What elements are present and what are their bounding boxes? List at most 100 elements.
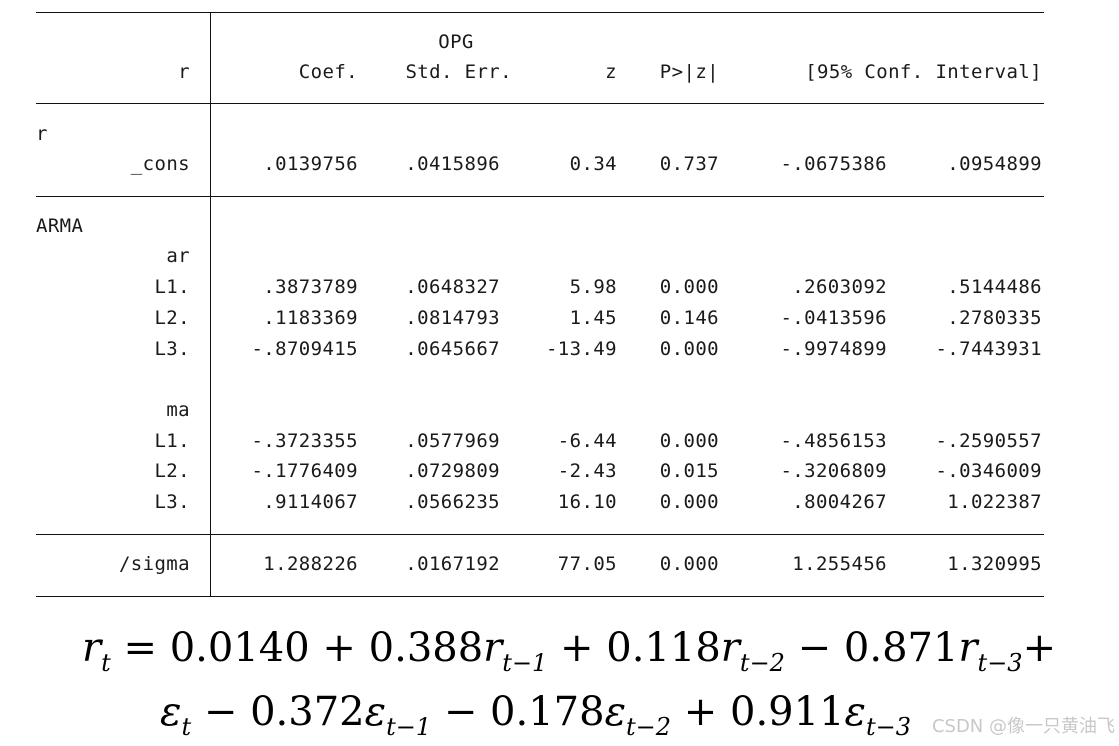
header-coef: Coef. xyxy=(298,61,358,83)
ci-high-value: 1.022387 xyxy=(947,491,1042,513)
eq-plus: + xyxy=(560,625,594,671)
ci-high-value: -.2590557 xyxy=(935,430,1042,452)
eq-var-1: r xyxy=(483,625,503,671)
coef-value: 1.288226 xyxy=(263,553,358,575)
column-divider xyxy=(210,12,211,596)
p-value: 0.000 xyxy=(659,430,719,452)
eq-eps-sub-3: t−3 xyxy=(866,713,912,741)
z-value: 16.10 xyxy=(557,491,617,513)
coef-value: -.8709415 xyxy=(251,338,358,360)
eq-var-2: r xyxy=(720,625,740,671)
regression-table: OPG r Coef. Std. Err. z P>|z| [95% Conf.… xyxy=(36,12,1044,598)
z-value: 5.98 xyxy=(569,276,617,298)
eq-sub-2: t−2 xyxy=(739,649,785,677)
csdn-watermark: CSDN @像一只黄油飞 xyxy=(931,716,1115,737)
header-rule xyxy=(36,103,1044,104)
ci-high-value: -.7443931 xyxy=(935,338,1042,360)
eq-ma-coef-1: 0.372 xyxy=(250,689,365,735)
p-value: 0.000 xyxy=(659,553,719,575)
ci-low-value: -.0675386 xyxy=(780,153,887,175)
p-value: 0.737 xyxy=(659,153,719,175)
eq-const: 0.0140 xyxy=(169,625,310,671)
ci-low-value: 1.255456 xyxy=(792,553,887,575)
row-label: L3. xyxy=(154,338,190,360)
row-label: L1. xyxy=(154,276,190,298)
z-value: 0.34 xyxy=(569,153,617,175)
ci-low-value: -.3206809 xyxy=(780,460,887,482)
ci-low-value: .8004267 xyxy=(792,491,887,513)
eq-minus: − xyxy=(797,625,832,671)
ci-low-value: -.9974899 xyxy=(780,338,887,360)
eq-lhs-sub: t xyxy=(101,649,111,677)
coef-value: .9114067 xyxy=(263,491,358,513)
row-label: _cons xyxy=(130,153,190,175)
se-value: .0167192 xyxy=(405,553,500,575)
se-value: .0577969 xyxy=(405,430,500,452)
ci-low-value: -.4856153 xyxy=(780,430,887,452)
eq-minus: − xyxy=(203,689,238,735)
eq-eps-3: ε xyxy=(844,689,866,735)
p-value: 0.000 xyxy=(659,338,719,360)
eq-minus: − xyxy=(443,689,478,735)
ci-low-value: -.0413596 xyxy=(780,307,887,329)
ci-high-value: -.0346009 xyxy=(935,460,1042,482)
se-value: .0645667 xyxy=(405,338,500,360)
ci-low-value: .2603092 xyxy=(792,276,887,298)
header-depvar: r xyxy=(178,61,190,83)
eq-eps-0: ε xyxy=(160,689,182,735)
ci-high-value: .0954899 xyxy=(947,153,1042,175)
eq-eps-1: ε xyxy=(364,689,387,735)
equation-line-1: rt = 0.0140 + 0.388rt−1 + 0.118rt−2 − 0.… xyxy=(82,620,1119,676)
ci-high-value: 1.320995 xyxy=(947,553,1042,575)
eq-ma-coef-3: 0.911 xyxy=(730,689,845,735)
eq-sub-3: t−3 xyxy=(977,649,1023,677)
header-stderr: Std. Err. xyxy=(405,61,512,83)
section-label-r: r xyxy=(36,123,48,145)
eq-plus: + xyxy=(683,689,718,735)
row-label: L2. xyxy=(154,307,190,329)
z-value: -6.44 xyxy=(557,430,617,452)
equation-line-2: εt − 0.372εt−1 − 0.178εt−2 + 0.911εt−3 xyxy=(160,684,1119,740)
coef-value: .3873789 xyxy=(263,276,358,298)
section-rule-1 xyxy=(36,196,1044,197)
section-label-arma: ARMA xyxy=(36,215,84,237)
eq-eps-sub-0: t xyxy=(181,713,192,741)
row-label: L3. xyxy=(154,491,190,513)
eq-eps-sub-2: t−2 xyxy=(626,713,672,741)
z-value: -2.43 xyxy=(557,460,617,482)
ci-high-value: .5144486 xyxy=(947,276,1042,298)
row-label: L2. xyxy=(154,460,190,482)
se-value: .0566235 xyxy=(405,491,500,513)
coef-value: -.3723355 xyxy=(251,430,358,452)
z-value: 77.05 xyxy=(557,553,617,575)
eq-plus: + xyxy=(322,625,356,671)
ar-label: ar xyxy=(166,245,190,267)
coef-value: .1183369 xyxy=(263,307,358,329)
se-value: .0648327 xyxy=(405,276,500,298)
z-value: 1.45 xyxy=(569,307,617,329)
eq-plus-end: + xyxy=(1022,625,1057,671)
header-p: P>|z| xyxy=(659,61,719,83)
se-value: .0729809 xyxy=(405,460,500,482)
row-label: L1. xyxy=(154,430,190,452)
top-rule xyxy=(36,12,1044,13)
coef-value: .0139756 xyxy=(263,153,358,175)
p-value: 0.146 xyxy=(659,307,719,329)
eq-coef-3: 0.871 xyxy=(843,625,959,671)
header-z: z xyxy=(605,61,617,83)
eq-coef-1: 0.388 xyxy=(368,625,484,671)
header-ci: [95% Conf. Interval] xyxy=(805,61,1042,83)
eq-eps-sub-1: t−1 xyxy=(386,713,432,741)
z-value: -13.49 xyxy=(545,338,617,360)
p-value: 0.000 xyxy=(659,276,719,298)
header-opg: OPG xyxy=(438,31,474,53)
eq-ma-coef-2: 0.178 xyxy=(490,689,605,735)
coef-value: -.1776409 xyxy=(251,460,358,482)
section-rule-2 xyxy=(36,534,1044,535)
eq-eps-2: ε xyxy=(604,689,627,735)
ma-label: ma xyxy=(166,399,190,421)
row-label: /sigma xyxy=(118,553,190,575)
se-value: .0814793 xyxy=(405,307,500,329)
eq-lhs: r xyxy=(82,625,102,671)
eq-sub-1: t−1 xyxy=(502,649,548,677)
